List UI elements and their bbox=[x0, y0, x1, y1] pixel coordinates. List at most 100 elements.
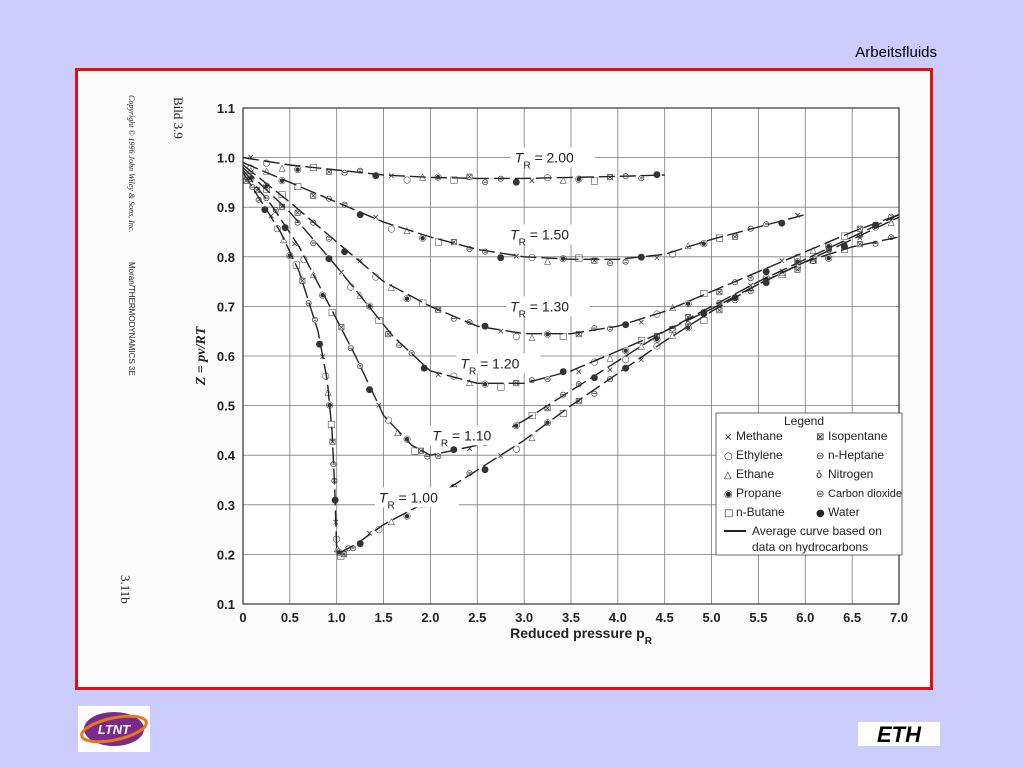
data-marker: ● bbox=[281, 223, 289, 233]
data-marker: ⊖ bbox=[466, 245, 474, 255]
data-marker: × bbox=[267, 211, 275, 221]
y-tick-label: 0.7 bbox=[217, 299, 235, 314]
data-marker: ⊜ bbox=[356, 362, 364, 372]
data-marker: ● bbox=[420, 363, 428, 373]
data-marker: × bbox=[778, 267, 786, 277]
data-marker: ● bbox=[341, 247, 349, 257]
data-marker: ● bbox=[331, 495, 339, 505]
data-marker: ⊜ bbox=[747, 274, 755, 284]
x-tick-label: 3.0 bbox=[515, 610, 533, 625]
data-marker: ⊜ bbox=[331, 476, 339, 486]
data-marker: × bbox=[291, 240, 299, 250]
data-marker: × bbox=[716, 300, 724, 310]
curve-label-bg bbox=[374, 487, 459, 508]
curve-label: TR = 1.20 bbox=[460, 355, 519, 377]
data-marker: ⊠ bbox=[299, 277, 307, 287]
data-marker: ◉ bbox=[262, 181, 270, 191]
data-marker: × bbox=[575, 367, 583, 377]
curve-label: TR = 1.50 bbox=[510, 226, 569, 248]
data-marker: ○ bbox=[528, 253, 536, 263]
data-marker: ◉ bbox=[319, 291, 327, 301]
data-marker: ⊜ bbox=[825, 246, 833, 256]
data-marker: ○ bbox=[731, 295, 739, 305]
x-tick-label: 4.0 bbox=[609, 610, 627, 625]
data-marker: ○ bbox=[794, 253, 802, 263]
data-marker: ⊠ bbox=[340, 550, 348, 560]
data-marker: ⊜ bbox=[497, 175, 505, 185]
data-marker: ⊜ bbox=[356, 167, 364, 177]
data-marker: ⊖ bbox=[345, 544, 353, 554]
data-marker: ◉ bbox=[366, 301, 374, 311]
y-tick-label: 1.1 bbox=[217, 101, 235, 116]
data-marker: ⊜ bbox=[606, 324, 614, 334]
data-marker: ● bbox=[622, 320, 630, 330]
data-marker: ○ bbox=[322, 372, 330, 382]
data-marker: ◉ bbox=[700, 239, 708, 249]
data-marker: ⊠ bbox=[329, 437, 337, 447]
data-marker: ● bbox=[637, 252, 645, 262]
data-marker: ○ bbox=[762, 273, 770, 283]
data-marker: △ bbox=[607, 353, 614, 363]
data-marker: × bbox=[466, 445, 474, 455]
data-marker: ◉ bbox=[684, 299, 692, 309]
data-marker: ⊖ bbox=[841, 240, 849, 250]
data-marker: △ bbox=[357, 291, 364, 301]
y-tick-label: 0.5 bbox=[217, 399, 235, 414]
data-marker: × bbox=[332, 518, 340, 528]
data-marker: □ bbox=[328, 308, 337, 318]
data-marker: ○ bbox=[372, 273, 380, 283]
data-marker: ⊠ bbox=[434, 305, 442, 315]
data-marker: ⊖ bbox=[347, 344, 355, 354]
data-marker: ● bbox=[762, 267, 770, 277]
data-marker: □ bbox=[434, 237, 443, 247]
data-marker: ⊜ bbox=[606, 375, 614, 385]
data-marker: ◉ bbox=[247, 173, 255, 183]
data-marker: □ bbox=[309, 163, 318, 173]
data-marker: △ bbox=[334, 544, 341, 554]
data-marker: × bbox=[388, 172, 396, 182]
data-marker: × bbox=[319, 352, 327, 362]
data-marker: □ bbox=[637, 336, 646, 346]
y-tick-label: 0.6 bbox=[217, 349, 235, 364]
legend-symbol: ǒ bbox=[816, 469, 822, 481]
data-marker: ○ bbox=[347, 282, 355, 292]
x-tick-label: 4.5 bbox=[656, 610, 674, 625]
data-marker: ⊖ bbox=[622, 172, 630, 182]
data-marker: ○ bbox=[387, 224, 395, 234]
data-marker: ○ bbox=[450, 371, 458, 381]
data-marker: ⊜ bbox=[622, 258, 630, 268]
data-marker: □ bbox=[575, 253, 584, 263]
data-marker: ⊖ bbox=[872, 240, 880, 250]
data-marker: ⊖ bbox=[731, 278, 739, 288]
data-marker: ⊠ bbox=[417, 447, 425, 457]
data-marker: ○ bbox=[653, 341, 661, 351]
data-marker: ⊠ bbox=[294, 209, 302, 219]
data-marker: ⊠ bbox=[242, 177, 250, 187]
legend-symbol: △ bbox=[724, 470, 732, 481]
data-marker: △ bbox=[388, 283, 395, 293]
data-marker: △ bbox=[544, 256, 551, 266]
data-marker: ● bbox=[778, 219, 786, 229]
curve-label: TR = 1.30 bbox=[510, 298, 569, 320]
data-marker: × bbox=[338, 268, 346, 278]
data-marker: ● bbox=[559, 367, 567, 377]
data-marker: □ bbox=[590, 177, 599, 187]
data-marker: × bbox=[638, 356, 646, 366]
legend-item-label: Ethylene bbox=[736, 448, 783, 462]
data-marker: ⊖ bbox=[747, 225, 755, 235]
curve-label-bg bbox=[510, 147, 595, 168]
data-marker: ⊠ bbox=[575, 330, 583, 340]
data-marker: ⊜ bbox=[349, 544, 357, 554]
x-tick-label: 1.5 bbox=[375, 610, 393, 625]
legend-line-label: data on hydrocarbons bbox=[752, 540, 868, 554]
legend-symbol: ◉ bbox=[724, 489, 733, 500]
y-tick-label: 0.3 bbox=[217, 498, 235, 513]
data-marker: ⊖ bbox=[669, 324, 677, 334]
data-marker: □ bbox=[418, 299, 427, 309]
data-marker: ⊜ bbox=[856, 232, 864, 242]
data-marker: □ bbox=[715, 234, 724, 244]
data-marker: △ bbox=[560, 175, 567, 185]
data-marker: ○ bbox=[247, 164, 255, 174]
curve-label-bg bbox=[506, 224, 591, 245]
data-marker: ● bbox=[481, 465, 489, 475]
